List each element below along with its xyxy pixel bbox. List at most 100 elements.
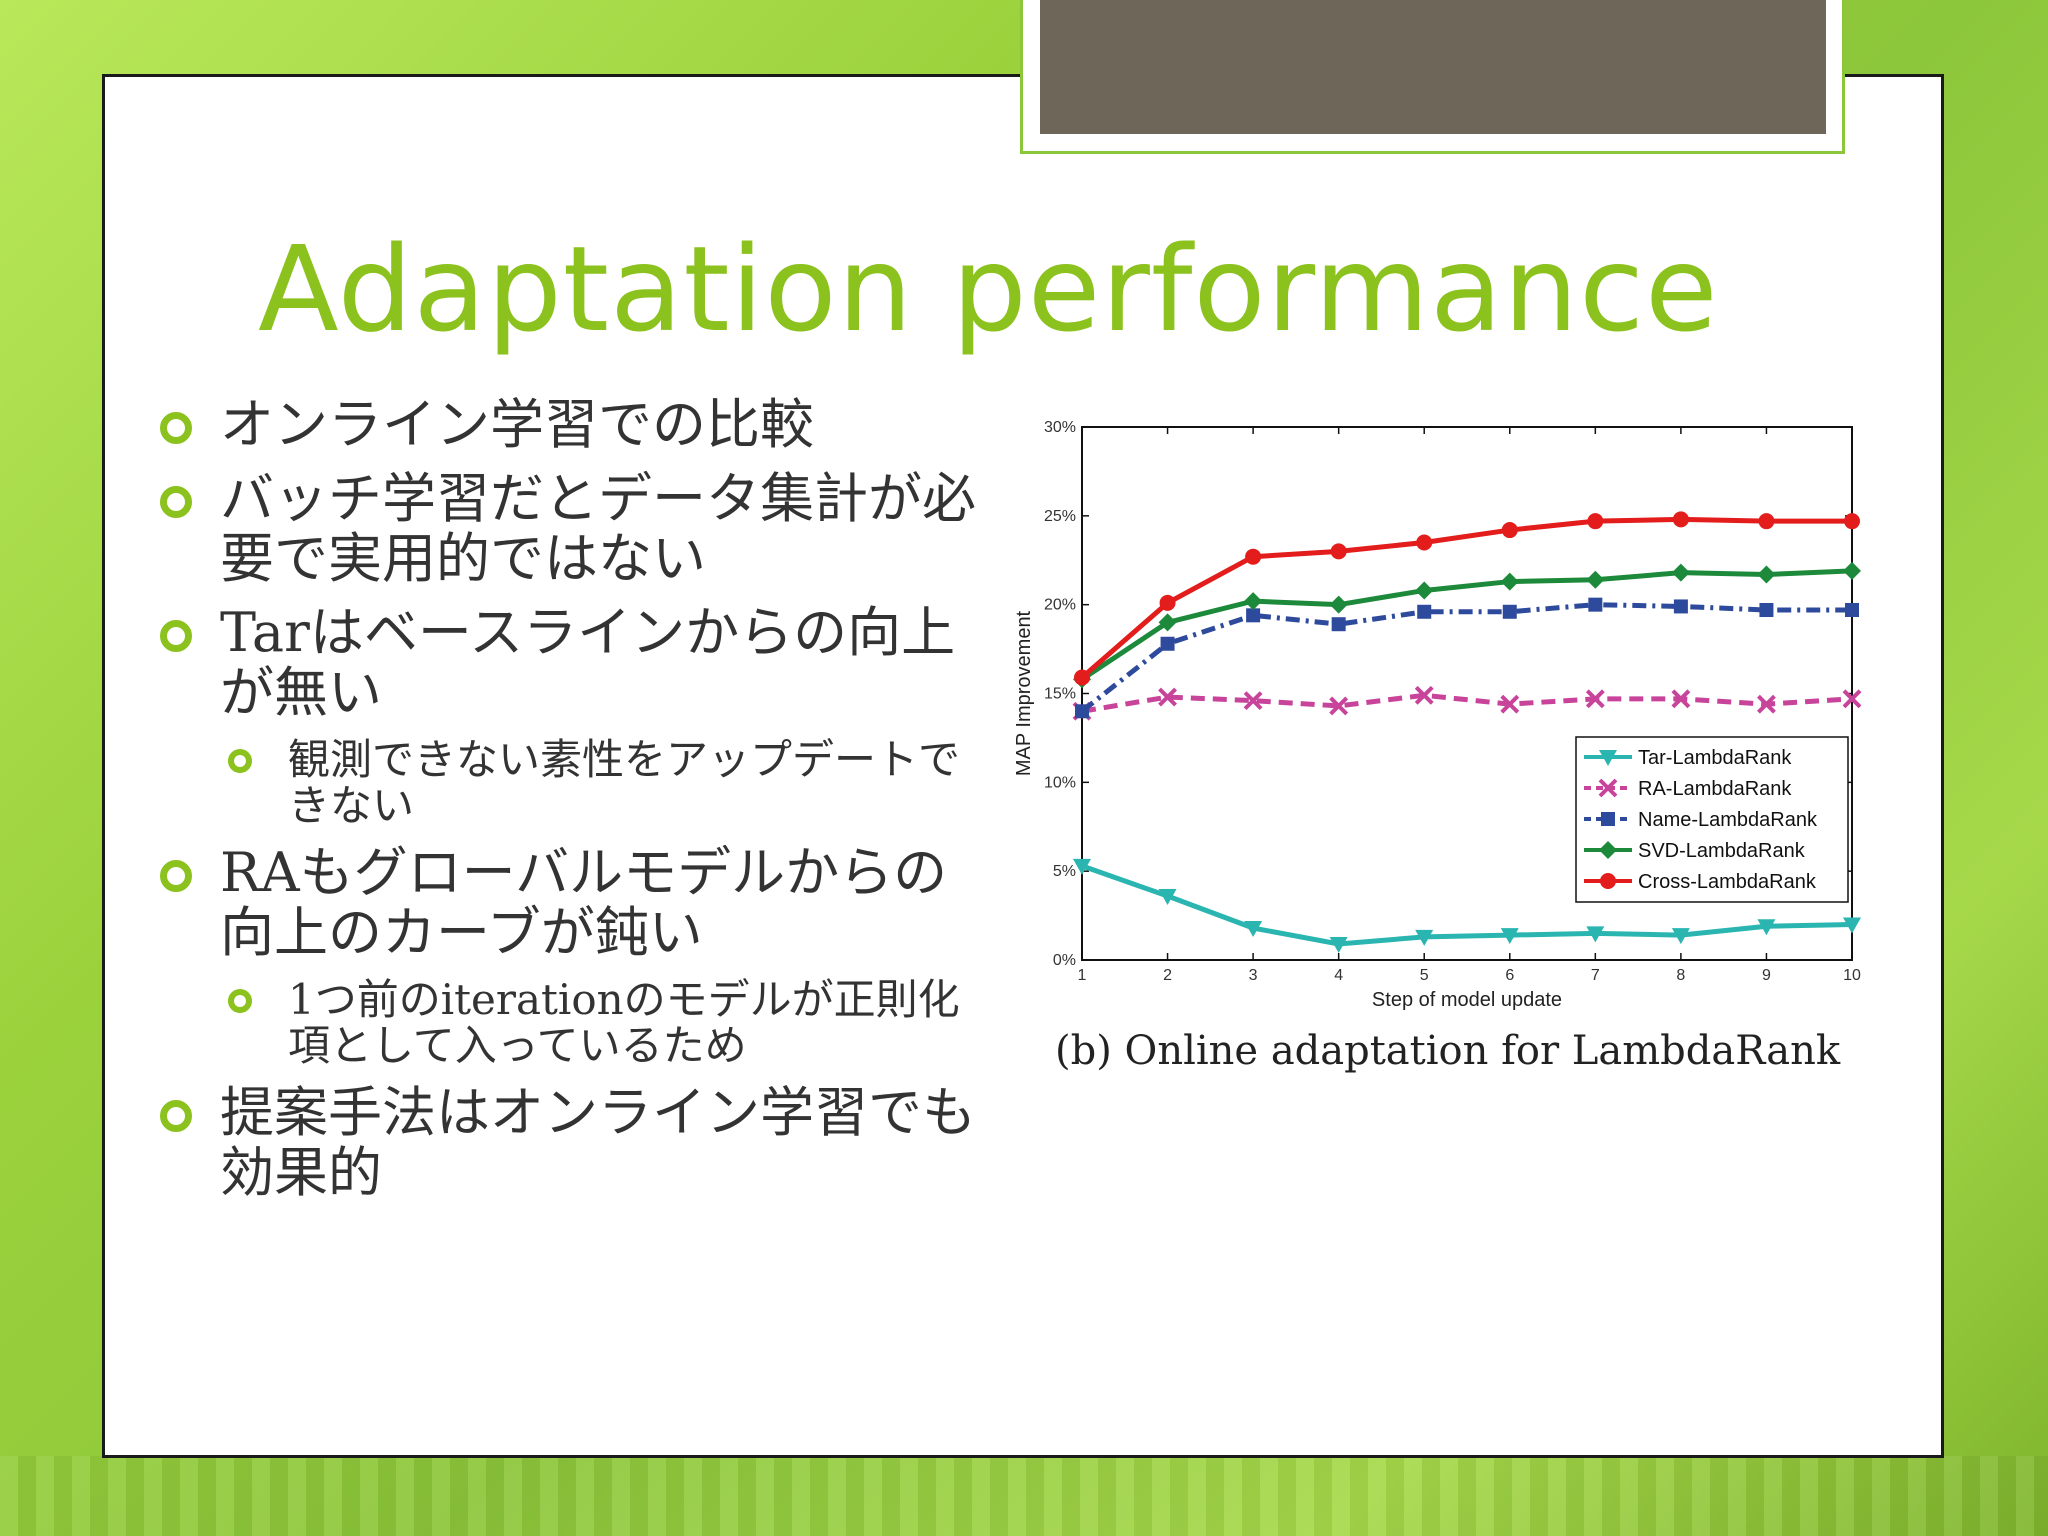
x-tick-label: 7 [1591, 967, 1600, 984]
x-tick-label: 9 [1762, 967, 1771, 984]
data-point-cross-lambdarank [1330, 543, 1347, 560]
sub-bullet-icon [228, 749, 252, 773]
data-point-ra-lambdarank [1671, 689, 1691, 709]
series-line-ra-lambdarank [1081, 692, 1853, 714]
data-point-svd-lambdarank [1843, 561, 1861, 580]
chart-svg: 0% 5% 10% 15% 20% 25% 30% 1 2 3 4 5 6 7 8 9 10 Step of mo… [1013, 419, 1862, 1011]
data-point-tar-lambdarank [1073, 858, 1091, 875]
data-point-tar-lambdarank [1244, 921, 1263, 938]
bullet-text: オンライン学習での比較 [220, 393, 814, 456]
legend-label-svd-lambdarank: SVD-LambdaRank [1638, 840, 1806, 862]
data-point-cross-lambdarank [1245, 548, 1262, 565]
y-tick-label: 15% [1044, 686, 1076, 703]
data-point-name-lambdarank [1759, 602, 1774, 617]
x-tick-label: 1 [1078, 967, 1087, 984]
data-point-name-lambdarank [1588, 597, 1603, 612]
legend-label-cross-lambdarank: Cross-LambdaRank [1638, 871, 1817, 893]
legend-marker-svd-lambdarank [1599, 841, 1617, 859]
data-point-svd-lambdarank [1586, 570, 1605, 589]
y-tick-label: 10% [1044, 774, 1076, 791]
data-point-cross-lambdarank [1758, 513, 1775, 530]
data-point-ra-lambdarank [1243, 691, 1263, 711]
sub-bullet-item: 1つ前のiterationのモデルが正則化項として入っているため [160, 977, 980, 1069]
background-stripes [0, 1456, 2048, 1536]
data-point-svd-lambdarank [1671, 563, 1690, 582]
data-point-tar-lambdarank [1329, 937, 1348, 954]
data-point-name-lambdarank [1331, 617, 1346, 632]
data-point-ra-lambdarank [1414, 685, 1434, 705]
series-line-svd-lambdarank [1080, 568, 1853, 682]
data-point-tar-lambdarank [1158, 889, 1177, 906]
bullet-item: オンライン学習での比較 [160, 395, 980, 455]
data-point-cross-lambdarank [1416, 534, 1433, 551]
data-point-svd-lambdarank [1158, 613, 1177, 632]
data-point-tar-lambdarank [1500, 928, 1519, 945]
x-tick-label: 5 [1420, 967, 1429, 984]
sub-bullet-text: 1つ前のiterationのモデルが正則化項として入っているため [288, 975, 960, 1070]
bullet-icon [160, 620, 192, 652]
x-tick-label: 6 [1505, 967, 1514, 984]
x-tick-label: 2 [1163, 967, 1172, 984]
x-tick-label: 3 [1249, 967, 1258, 984]
bullet-icon [160, 1100, 192, 1132]
x-axis-label: Step of model update [1372, 989, 1562, 1011]
data-point-cross-lambdarank [1844, 513, 1860, 530]
data-point-name-lambdarank [1246, 608, 1261, 623]
sub-bullet-text: 観測できない素性をアップデートできない [288, 735, 961, 830]
bullet-item: 提案手法はオンライン学習でも効果的 [160, 1083, 980, 1203]
data-point-tar-lambdarank [1671, 928, 1690, 945]
series-line-tar-lambdarank [1081, 863, 1853, 947]
data-point-ra-lambdarank [1585, 689, 1605, 709]
chart-caption: (b) Online adaptation for LambdaRank [1055, 1028, 1841, 1074]
y-tick-label: 30% [1044, 419, 1076, 436]
data-point-svd-lambdarank [1244, 592, 1263, 611]
legend-label-tar-lambdarank: Tar-LambdaRank [1638, 747, 1792, 769]
legend-marker-tar-lambdarank [1599, 750, 1617, 766]
x-tick-label: 8 [1676, 967, 1685, 984]
data-point-svd-lambdarank [1500, 572, 1519, 591]
data-point-tar-lambdarank [1586, 926, 1605, 943]
data-point-svd-lambdarank [1415, 581, 1434, 600]
bullet-text: RAもグローバルモデルからの向上のカーブが鈍い [220, 841, 948, 964]
bullet-list: オンライン学習での比較 バッチ学習だとデータ集計が必要で実用的ではない Tarは… [160, 395, 980, 1217]
y-tick-label: 5% [1053, 863, 1076, 880]
title-tab-block [1040, 0, 1826, 134]
data-point-cross-lambdarank [1587, 513, 1604, 530]
data-point-name-lambdarank [1417, 604, 1432, 619]
bullet-text: 提案手法はオンライン学習でも効果的 [220, 1081, 976, 1204]
bullet-item: RAもグローバルモデルからの向上のカーブが鈍い [160, 843, 980, 963]
data-point-name-lambdarank [1845, 602, 1859, 617]
data-point-tar-lambdarank [1843, 917, 1861, 934]
bullet-text: Tarはベースラインからの向上が無い [220, 601, 956, 724]
data-point-ra-lambdarank [1158, 687, 1177, 707]
data-point-cross-lambdarank [1501, 522, 1518, 539]
data-point-ra-lambdarank [1329, 696, 1349, 716]
y-tick-label: 25% [1044, 508, 1076, 525]
sub-bullet-icon [228, 989, 252, 1013]
data-point-cross-lambdarank [1159, 594, 1176, 611]
legend-marker-ra-lambdarank [1598, 778, 1618, 798]
data-point-ra-lambdarank [1500, 694, 1520, 714]
y-tick-label: 0% [1053, 952, 1076, 969]
bullet-text: バッチ学習だとデータ集計が必要で実用的ではない [220, 467, 976, 590]
data-point-name-lambdarank [1075, 704, 1089, 719]
sub-bullet-item: 観測できない素性をアップデートできない [160, 737, 980, 829]
data-point-svd-lambdarank [1329, 595, 1348, 614]
legend-marker-name-lambdarank [1601, 812, 1615, 826]
data-point-tar-lambdarank [1415, 929, 1434, 946]
data-point-name-lambdarank [1160, 636, 1175, 651]
line-chart: 0% 5% 10% 15% 20% 25% 30% 1 2 3 4 5 6 7 8 9 10 Step of mo… [998, 405, 1878, 1105]
data-point-svd-lambdarank [1757, 565, 1776, 584]
y-axis-label: MAP Improvement [1013, 610, 1035, 776]
data-point-cross-lambdarank [1672, 511, 1689, 528]
data-point-name-lambdarank [1502, 604, 1517, 619]
legend-label-ra-lambdarank: RA-LambdaRank [1638, 778, 1792, 800]
data-point-ra-lambdarank [1757, 694, 1776, 714]
y-tick-label: 20% [1044, 597, 1076, 614]
x-tick-label: 10 [1843, 967, 1861, 984]
series-line-cross-lambdarank [1080, 516, 1852, 680]
x-tick-label: 4 [1334, 967, 1343, 984]
slide-title: Adaptation performance [258, 220, 1719, 358]
legend-marker-cross-lambdarank [1600, 873, 1616, 889]
data-point-name-lambdarank [1673, 599, 1688, 614]
